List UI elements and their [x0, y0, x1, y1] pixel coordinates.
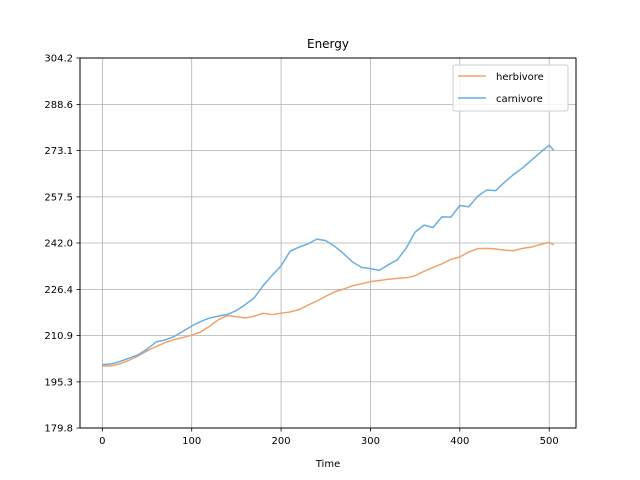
legend: herbivore carnivore [452, 64, 569, 112]
y-tick-label: 273.1 [44, 146, 73, 157]
x-tick-label: 200 [272, 436, 291, 447]
x-axis-label: Time [315, 459, 340, 470]
y-tick-label: 257.5 [44, 192, 73, 203]
y-tick-label: 226.4 [44, 285, 73, 296]
x-tick-label: 0 [99, 436, 105, 447]
y-tick-label: 210.9 [44, 331, 73, 342]
y-tick-label: 242.0 [44, 239, 73, 250]
y-tick-label: 179.8 [44, 424, 73, 435]
series-layer [102, 144, 555, 367]
x-tick-label: 100 [182, 436, 201, 447]
herbivore-series-line [102, 241, 555, 367]
x-tick-label: 300 [361, 436, 380, 447]
x-tick-label: 500 [540, 436, 559, 447]
y-tick-label: 304.2 [44, 54, 73, 65]
tick-layer: 0 100 200 300 400 500 179.8 195.3 210.9 226.4 242.… [44, 54, 558, 448]
x-tick-label: 400 [450, 436, 469, 447]
carnivore-legend-label: carnivore [496, 94, 543, 105]
chart-title: Energy [307, 37, 349, 51]
carnivore-series-line [102, 144, 555, 366]
herbivore-legend-label: herbivore [496, 72, 544, 83]
y-tick-label: 195.3 [44, 377, 73, 388]
y-tick-label: 288.6 [44, 100, 73, 111]
